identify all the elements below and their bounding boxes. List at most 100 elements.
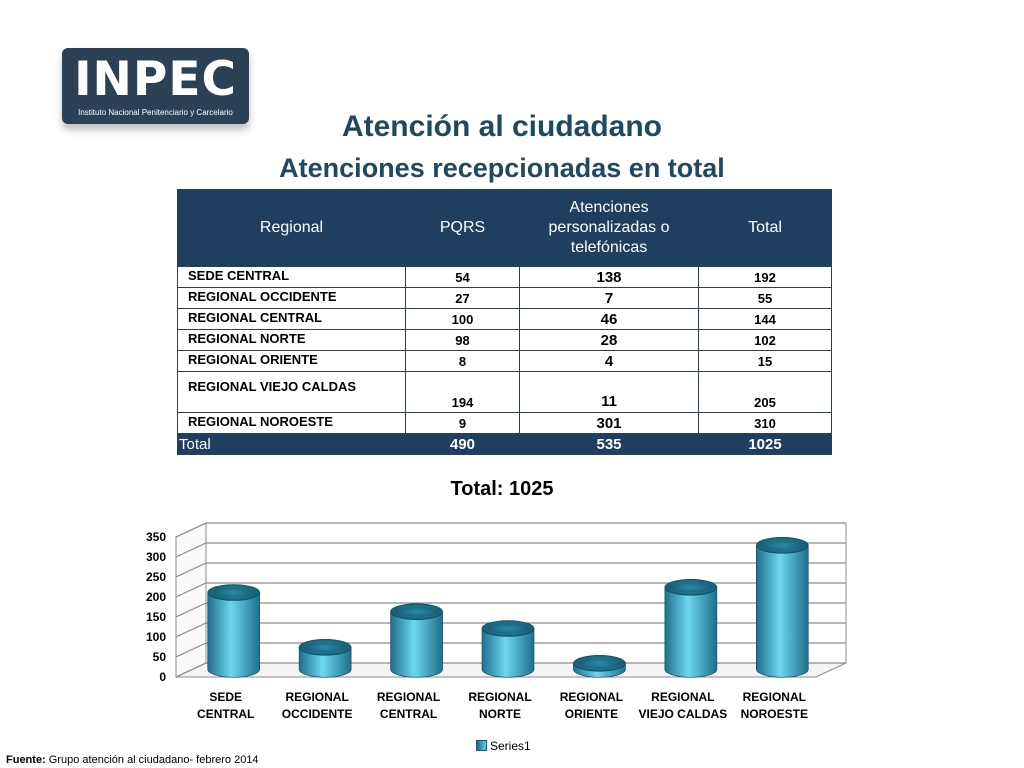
bar-cap-shade — [668, 582, 713, 593]
bar — [298, 639, 352, 678]
x-tick-label: REGIONAL OCCIDENTE — [282, 690, 353, 721]
bar-body — [390, 611, 443, 678]
total-total: 1025 — [698, 433, 832, 455]
x-tick-label-line: REGIONAL — [468, 690, 531, 704]
bar-cap — [481, 620, 535, 637]
bar-cap — [390, 603, 443, 620]
chart-title: Total: 1025 — [450, 478, 554, 500]
chart-legend: Series1 — [476, 738, 531, 754]
logo-wordmark: INPEC — [74, 52, 237, 107]
x-tick-label: REGIONAL NORTE — [468, 690, 531, 721]
table-row: REGIONAL VIEJO CALDAS 194 11 205 — [177, 371, 832, 413]
row-name: REGIONAL CENTRAL — [177, 308, 406, 330]
y-tick-label: 300 — [146, 550, 166, 564]
row-atenciones: 138 — [519, 266, 699, 288]
x-tick-label: REGIONAL NOROESTE — [741, 690, 808, 721]
row-pqrs: 194 — [405, 371, 520, 413]
x-tick-label: SEDE CENTRAL — [197, 690, 254, 721]
x-tick-label-line: REGIONAL — [743, 690, 806, 704]
row-total: 15 — [698, 350, 832, 372]
row-atenciones: 46 — [519, 308, 699, 330]
bar-cap — [573, 655, 626, 672]
bar-cap — [664, 579, 718, 596]
logo-subtitle: Instituto Nacional Penitenciario y Carce… — [78, 108, 233, 117]
x-tick-label-line: OCCIDENTE — [282, 707, 353, 721]
source-label: Fuente: — [6, 754, 46, 766]
bar-cap — [298, 639, 352, 656]
inpec-logo: INPEC Instituto Nacional Penitenciario y… — [62, 48, 249, 124]
bar-body — [298, 647, 352, 678]
gridline — [175, 582, 846, 598]
row-atenciones: 301 — [519, 412, 699, 434]
x-tick-label: REGIONAL ORIENTE — [560, 690, 623, 721]
page-subtitle: Atenciones recepcionadas en total — [279, 153, 725, 183]
bar-cap — [207, 584, 261, 601]
bar-body — [664, 587, 718, 678]
row-total: 310 — [698, 412, 832, 434]
row-total: 192 — [698, 266, 832, 288]
bar-cap-shade — [486, 623, 530, 634]
header-pqrs: PQRS — [405, 189, 520, 267]
x-tick-label: REGIONAL CENTRAL — [377, 690, 440, 721]
header-total: Total — [698, 189, 832, 267]
bar — [755, 536, 809, 678]
row-total: 55 — [698, 287, 832, 309]
x-tick-label-line: REGIONAL — [377, 690, 440, 704]
x-tick-label-line: REGIONAL — [285, 690, 348, 704]
table-row: REGIONAL ORIENTE 8 4 15 — [177, 350, 832, 372]
source-text: Grupo atención al ciudadano- febrero 201… — [45, 754, 259, 766]
x-tick-label-line: CENTRAL — [380, 707, 437, 721]
bar-cap-shade — [303, 642, 348, 653]
x-tick-label-line: NORTE — [479, 707, 521, 721]
header-atenciones: Atenciones personalizadas o telefónicas — [519, 189, 699, 267]
gridline — [175, 622, 846, 638]
row-pqrs: 27 — [405, 287, 520, 309]
row-name: REGIONAL ORIENTE — [177, 350, 406, 372]
x-tick-label-line: REGIONAL — [651, 690, 714, 704]
table-row: REGIONAL CENTRAL 100 46 144 — [177, 308, 832, 330]
bar-cap — [755, 536, 809, 554]
y-axis: 0 50 100 150 200 250 300 350 — [146, 530, 166, 684]
row-name: SEDE CENTRAL — [177, 266, 406, 288]
attention-table: Regional PQRS Atenciones personalizadas … — [177, 189, 832, 455]
bar-body — [481, 628, 535, 678]
gridline — [175, 542, 846, 558]
table-row: REGIONAL OCCIDENTE 27 7 55 — [177, 287, 832, 309]
bar — [207, 584, 261, 678]
chart-bars — [207, 536, 809, 678]
x-tick-label-line: REGIONAL — [560, 690, 623, 704]
y-tick-label: 100 — [146, 630, 166, 644]
page-title: Atención al ciudadano — [341, 110, 663, 143]
gridline — [175, 642, 846, 658]
bar-cap-shade — [577, 658, 622, 669]
side-wall — [175, 522, 207, 678]
x-tick-label-line: VIEJO CALDAS — [639, 707, 728, 721]
row-pqrs: 100 — [405, 308, 520, 330]
y-tick-label: 150 — [146, 610, 166, 624]
bar — [664, 579, 718, 678]
row-pqrs: 9 — [405, 412, 520, 434]
y-tick-label: 200 — [146, 590, 166, 604]
row-name: REGIONAL NOROESTE — [177, 412, 406, 434]
total-label: Total — [177, 433, 406, 455]
row-pqrs: 98 — [405, 329, 520, 351]
row-total: 102 — [698, 329, 832, 351]
row-total: 144 — [698, 308, 832, 330]
row-atenciones: 11 — [519, 371, 699, 413]
bar — [481, 620, 535, 678]
gridline — [175, 562, 846, 578]
row-name: REGIONAL OCCIDENTE — [177, 287, 406, 309]
x-tick-label-line: NOROESTE — [741, 707, 808, 721]
y-tick-label: 350 — [146, 530, 166, 544]
table-row: SEDE CENTRAL 54 138 192 — [177, 266, 832, 288]
y-tick-label: 50 — [153, 650, 167, 664]
bar-cap-shade — [211, 587, 256, 598]
bar — [573, 655, 626, 678]
gridline — [175, 662, 846, 678]
row-atenciones: 7 — [519, 287, 699, 309]
x-tick-label-line: ORIENTE — [565, 707, 618, 721]
source-note: Fuente: Grupo atención al ciudadano- feb… — [6, 753, 259, 767]
row-pqrs: 54 — [405, 266, 520, 288]
x-tick-label: REGIONAL VIEJO CALDAS — [639, 690, 728, 721]
